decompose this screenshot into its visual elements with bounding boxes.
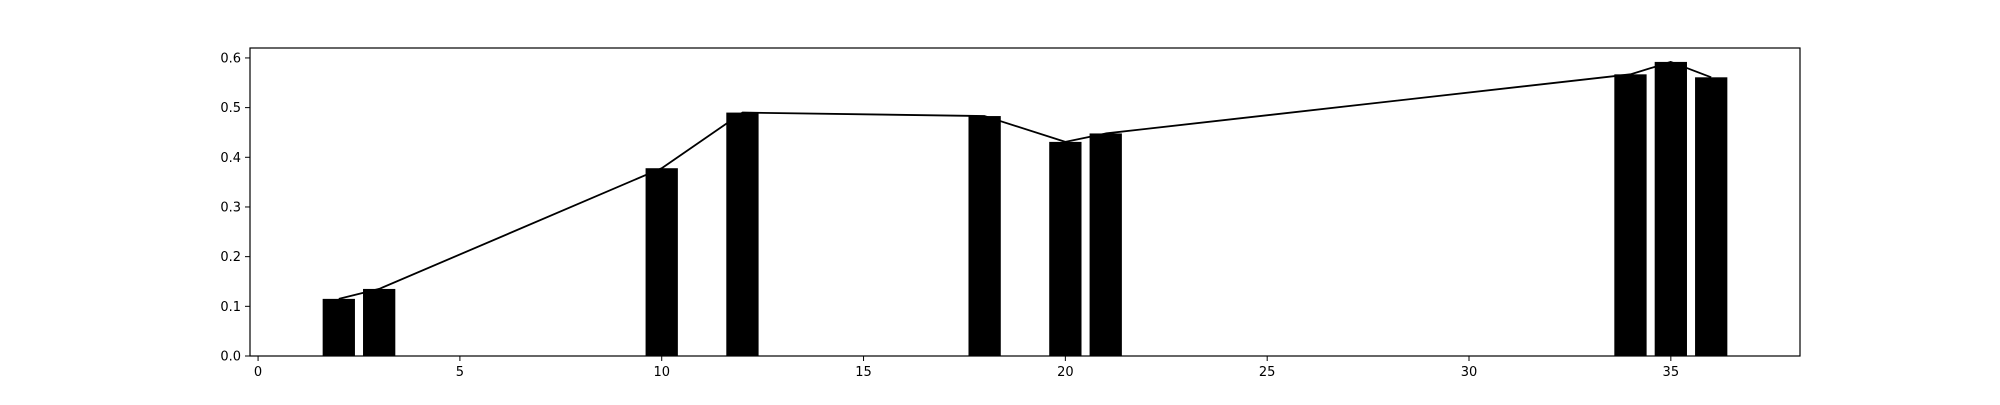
line-layer: [338, 61, 1712, 300]
plot-frame: [249, 47, 1801, 357]
y-tick-label-0.6: 0.6: [220, 51, 241, 66]
bar-20: [1049, 141, 1082, 356]
bar-10: [645, 168, 678, 356]
y-tick-label-0.5: 0.5: [220, 101, 241, 116]
x-tick-label-5: 5: [456, 365, 464, 380]
bar-12: [726, 112, 759, 356]
x-axis: 0 5 10 15 20 25 30 35: [254, 356, 1679, 380]
x-tick-label-15: 15: [855, 365, 872, 380]
bar-21: [1089, 133, 1122, 356]
bar-2: [322, 298, 355, 356]
x-tick-label-10: 10: [653, 365, 670, 380]
series-line: [338, 61, 1712, 300]
x-tick-label-0: 0: [254, 365, 262, 380]
bar-34: [1614, 74, 1647, 356]
y-axis: 0.0 0.1 0.2 0.3 0.4 0.5 0.6: [220, 51, 250, 365]
bar-35: [1654, 61, 1687, 357]
y-tick-label-0.2: 0.2: [220, 250, 241, 265]
x-tick-label-25: 25: [1259, 365, 1276, 380]
x-tick-label-30: 30: [1461, 365, 1478, 380]
y-tick-label-0: 0.0: [220, 350, 241, 365]
x-tick-label-20: 20: [1057, 365, 1074, 380]
bars-group: [322, 61, 1728, 357]
y-tick-label-0.4: 0.4: [220, 151, 241, 166]
x-tick-label-35: 35: [1663, 365, 1680, 380]
y-tick-label-0.3: 0.3: [220, 200, 241, 215]
bar-18: [968, 116, 1001, 356]
bar-3: [363, 288, 396, 356]
y-tick-label-0.1: 0.1: [220, 300, 241, 315]
bar-36: [1695, 77, 1728, 356]
